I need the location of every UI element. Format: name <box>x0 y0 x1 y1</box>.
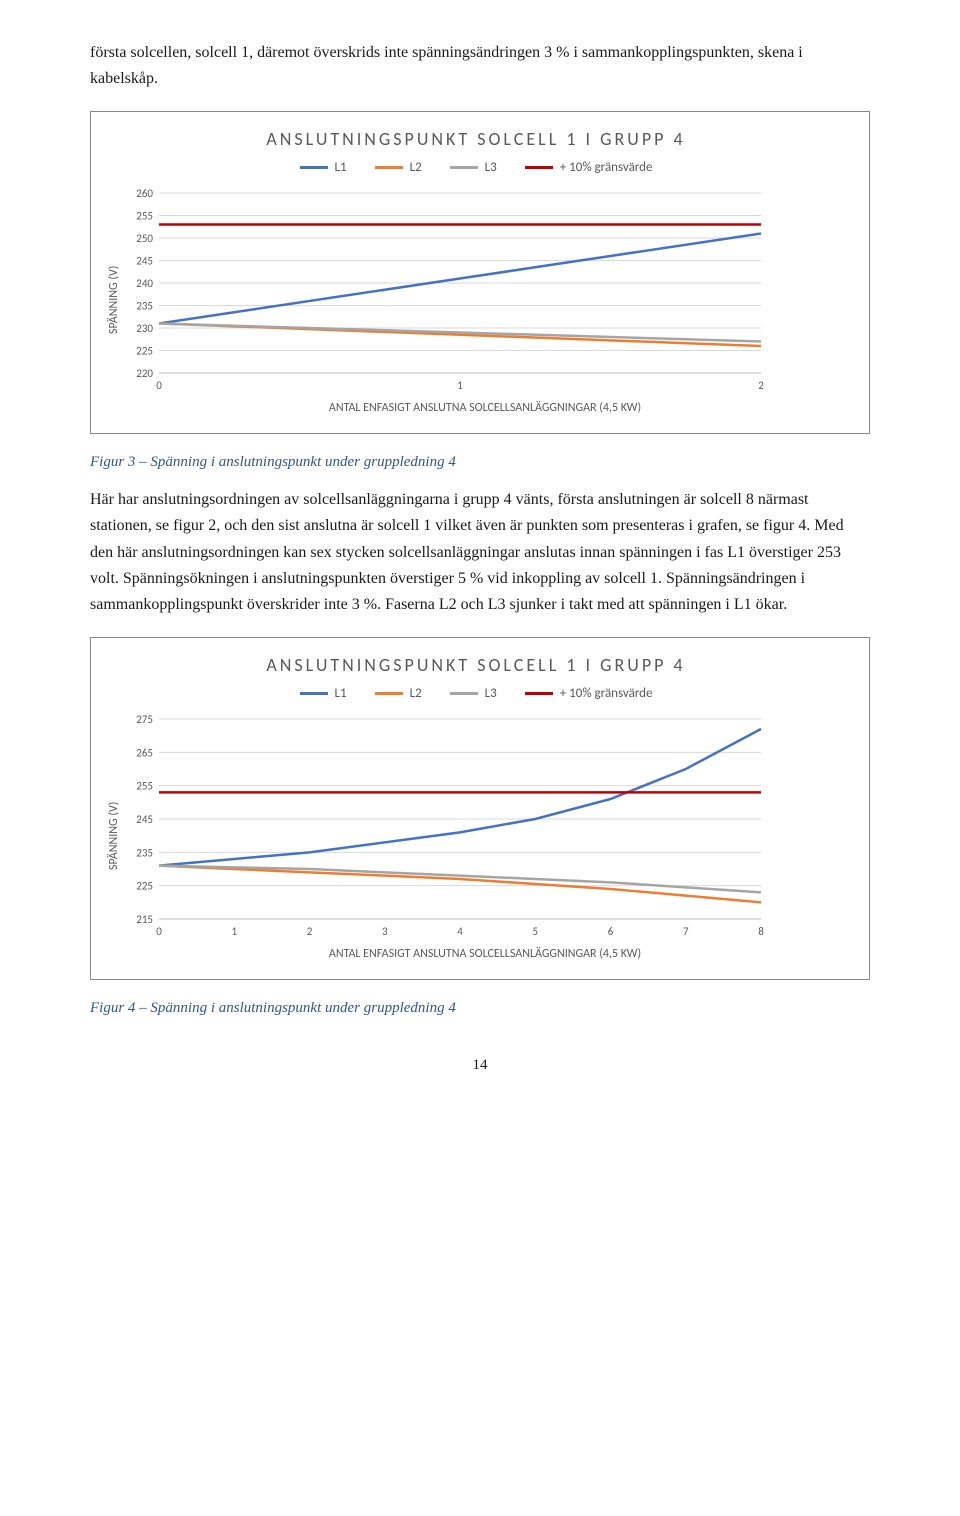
legend-item: L2 <box>375 686 422 701</box>
svg-text:7: 7 <box>683 925 689 938</box>
chart-2-legend: L1 L2 L3 + 10% gränsvärde <box>103 686 849 701</box>
legend-item: L3 <box>450 160 497 175</box>
svg-text:255: 255 <box>136 209 153 222</box>
legend-swatch <box>450 692 478 695</box>
chart-2-title: ANSLUTNINGSPUNKT SOLCELL 1 I GRUPP 4 <box>103 654 849 676</box>
body-paragraph: Här har anslutningsordningen av solcells… <box>90 487 870 619</box>
legend-label: L1 <box>335 160 347 175</box>
legend-label: L2 <box>410 686 422 701</box>
svg-text:3: 3 <box>382 925 388 938</box>
legend-swatch <box>375 166 403 169</box>
svg-text:265: 265 <box>136 746 153 759</box>
svg-text:245: 245 <box>136 813 153 826</box>
legend-label: + 10% gränsvärde <box>560 160 653 175</box>
chart-2-ylabel: SPÄNNING (V) <box>103 711 121 961</box>
svg-text:250: 250 <box>136 232 153 245</box>
intro-paragraph: första solcellen, solcell 1, däremot öve… <box>90 40 870 93</box>
page-number: 14 <box>90 1057 870 1074</box>
svg-text:225: 225 <box>136 344 153 357</box>
chart-1-ylabel: SPÄNNING (V) <box>103 185 121 415</box>
chart-1-container: ANSLUTNINGSPUNKT SOLCELL 1 I GRUPP 4 L1L… <box>90 111 870 434</box>
chart-2-plot: 215 225 235 245 255 265 275 0 1 2 3 4 5 6 7 8 <box>121 711 771 941</box>
svg-text:8: 8 <box>758 925 764 938</box>
legend-swatch <box>525 692 553 695</box>
svg-text:0: 0 <box>156 379 162 392</box>
svg-text:220: 220 <box>136 367 153 380</box>
chart-1-plot: 220 225 230 235 240 245 250 255 260 0 1 2 <box>121 185 771 395</box>
chart-1-xlabel: ANTAL ENFASIGT ANSLUTNA SOLCELLSANLÄGGNI… <box>121 401 849 415</box>
figure-3-caption: Figur 3 – Spänning i anslutningspunkt un… <box>90 454 870 471</box>
legend-label: L1 <box>335 686 347 701</box>
legend-item: L3 <box>450 686 497 701</box>
legend-label: L2 <box>410 160 422 175</box>
svg-text:1: 1 <box>231 925 237 938</box>
legend-item: + 10% gränsvärde <box>525 160 653 175</box>
legend-swatch <box>450 166 478 169</box>
legend-item: L1 <box>300 160 347 175</box>
legend-swatch <box>300 692 328 695</box>
svg-text:4: 4 <box>457 925 463 938</box>
legend-swatch <box>525 166 553 169</box>
svg-text:2: 2 <box>758 379 764 392</box>
svg-text:235: 235 <box>136 846 153 859</box>
svg-text:1: 1 <box>457 379 463 392</box>
svg-text:2: 2 <box>307 925 313 938</box>
svg-text:5: 5 <box>532 925 538 938</box>
svg-text:225: 225 <box>136 879 153 892</box>
legend-label: + 10% gränsvärde <box>560 686 653 701</box>
svg-text:6: 6 <box>608 925 614 938</box>
svg-text:255: 255 <box>136 779 153 792</box>
svg-text:245: 245 <box>136 254 153 267</box>
svg-text:230: 230 <box>136 322 153 335</box>
legend-item: + 10% gränsvärde <box>525 686 653 701</box>
chart-2-xlabel: ANTAL ENFASIGT ANSLUTNA SOLCELLSANLÄGGNI… <box>121 947 849 961</box>
legend-item: L2 <box>375 160 422 175</box>
legend-label: L3 <box>485 160 497 175</box>
legend-swatch <box>375 692 403 695</box>
svg-text:240: 240 <box>136 277 153 290</box>
chart-1-legend: L1 L2 L3 + 10% gränsvärde <box>103 160 849 175</box>
legend-label: L3 <box>485 686 497 701</box>
svg-text:235: 235 <box>136 299 153 312</box>
svg-text:275: 275 <box>136 713 153 726</box>
chart-1-title: ANSLUTNINGSPUNKT SOLCELL 1 I GRUPP 4 <box>103 128 849 150</box>
svg-text:215: 215 <box>136 913 153 926</box>
svg-text:260: 260 <box>136 187 153 200</box>
svg-text:0: 0 <box>156 925 162 938</box>
legend-swatch <box>300 166 328 169</box>
legend-item: L1 <box>300 686 347 701</box>
chart-2-container: ANSLUTNINGSPUNKT SOLCELL 1 I GRUPP 4 L1L… <box>90 637 870 980</box>
figure-4-caption: Figur 4 – Spänning i anslutningspunkt un… <box>90 1000 870 1017</box>
